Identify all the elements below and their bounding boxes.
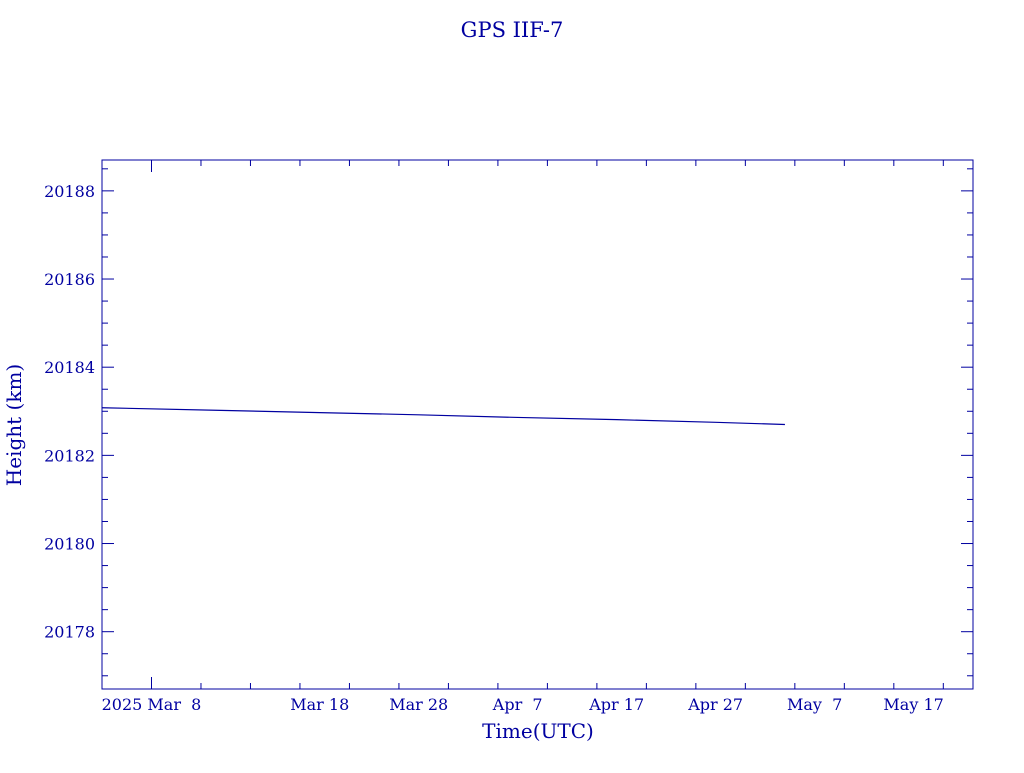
- x-tick-label: 2025 Mar 8: [102, 695, 202, 714]
- x-tick-label: Apr 7: [492, 695, 543, 714]
- chart-title: GPS IIF-7: [461, 18, 564, 42]
- y-tick-label: 20184: [44, 358, 95, 377]
- series-layer: [101, 407, 785, 426]
- y-tick-label: 20188: [44, 182, 95, 201]
- series-line: [101, 407, 785, 426]
- y-tick-label: 20186: [44, 270, 95, 289]
- x-tick-label: Apr 27: [687, 695, 743, 714]
- plot-frame: [101, 159, 974, 690]
- x-tick-label: May 17: [883, 695, 943, 714]
- x-tick-label: Mar 28: [389, 695, 448, 714]
- y-tick-label: 20180: [44, 535, 95, 554]
- x-tick-label: Mar 18: [290, 695, 349, 714]
- y-axis: 20178 20180 20182 20184 20186 20188: [44, 168, 973, 677]
- y-tick-label: 20182: [44, 446, 95, 465]
- y-tick-label: 20178: [44, 623, 95, 642]
- y-axis-label: Height (km): [2, 364, 26, 486]
- x-tick-label: May 7: [787, 695, 842, 714]
- x-axis: 2025 Mar 8 Mar 18 Mar 28 Apr 7 Apr 17 Apr 27 M…: [101, 160, 944, 714]
- x-axis-label: Time(UTC): [482, 719, 594, 743]
- x-tick-label: Apr 17: [588, 695, 644, 714]
